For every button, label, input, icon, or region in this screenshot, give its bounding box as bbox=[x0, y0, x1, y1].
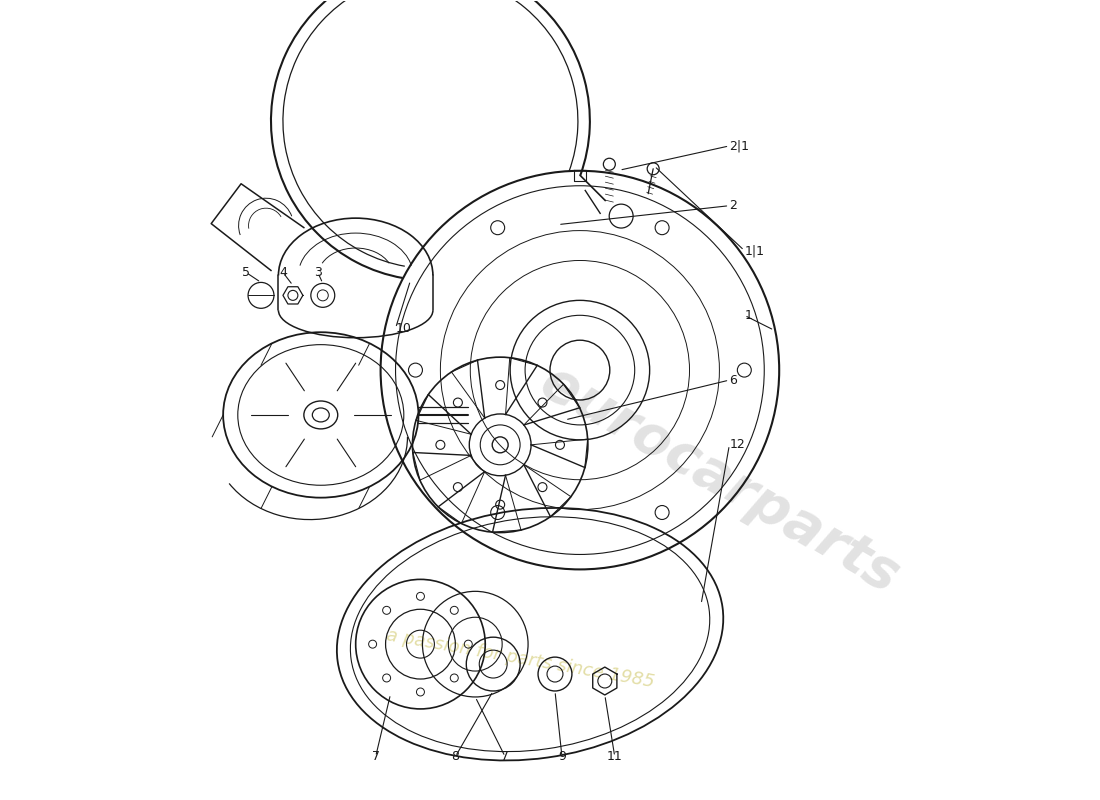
Text: 5: 5 bbox=[242, 266, 250, 279]
Text: 11: 11 bbox=[607, 750, 623, 763]
Text: eurocarparts: eurocarparts bbox=[531, 355, 909, 604]
Text: 4: 4 bbox=[279, 266, 287, 279]
Text: 6: 6 bbox=[729, 374, 737, 386]
Text: a passion for parts since 1985: a passion for parts since 1985 bbox=[385, 626, 656, 691]
Text: 2|1: 2|1 bbox=[729, 139, 749, 152]
Text: 7: 7 bbox=[372, 750, 379, 763]
Text: 2: 2 bbox=[729, 199, 737, 212]
Text: 12: 12 bbox=[729, 438, 745, 451]
Text: 10: 10 bbox=[396, 322, 411, 334]
Text: 1|1: 1|1 bbox=[745, 244, 764, 257]
Text: 3: 3 bbox=[314, 266, 321, 279]
Text: 1: 1 bbox=[745, 309, 752, 322]
Text: 7: 7 bbox=[502, 750, 509, 763]
Text: 8: 8 bbox=[451, 750, 460, 763]
Text: 9: 9 bbox=[558, 750, 565, 763]
